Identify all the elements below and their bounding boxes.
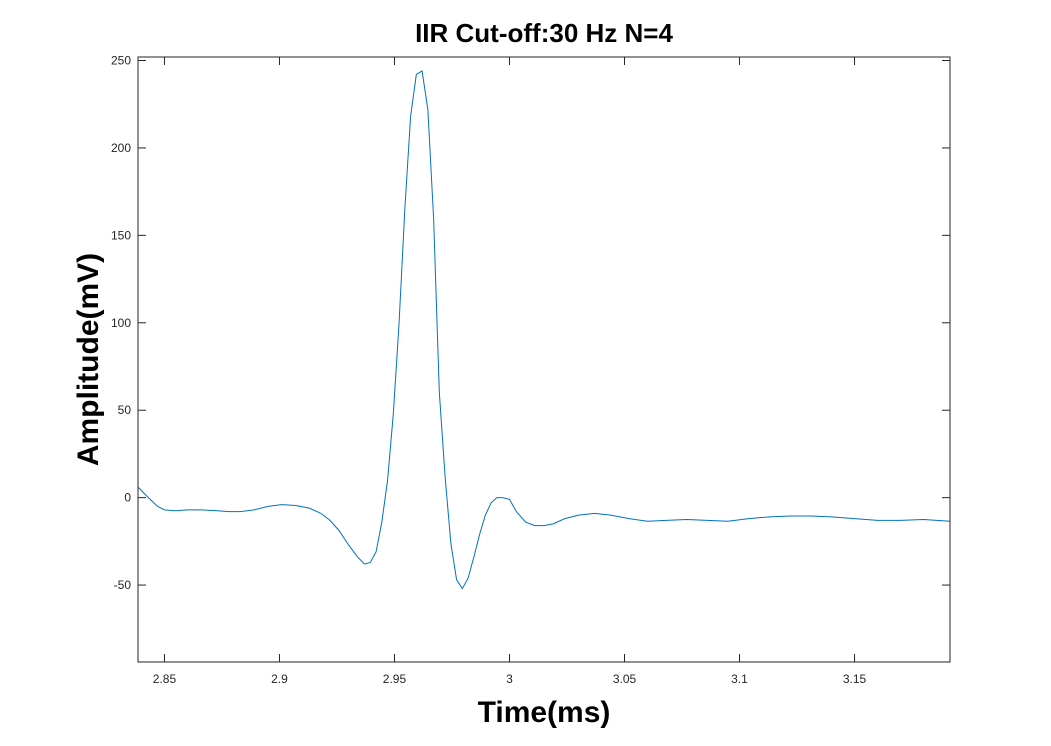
x-tick-label: 3.15 xyxy=(843,672,867,686)
y-axis-label: Amplitude(mV) xyxy=(72,253,105,466)
series-line xyxy=(137,70,951,590)
y-tick-label: 50 xyxy=(118,403,132,417)
x-tick-label: 3.1 xyxy=(731,672,748,686)
y-tick-label: 100 xyxy=(111,316,131,330)
y-tick-label: 150 xyxy=(111,228,131,242)
x-tick-label: 3.05 xyxy=(613,672,637,686)
tick-labels: 2.85 2.9 2.95 3 3.05 3.1 3.15 -50 0 50 100 150 200 25… xyxy=(111,53,867,686)
plot-area xyxy=(138,57,950,662)
x-tick-label: 2.95 xyxy=(383,672,407,686)
y-tick-label: -50 xyxy=(114,578,132,592)
y-tick-label: 250 xyxy=(111,53,131,67)
axes-box xyxy=(137,56,951,663)
x-tick-label: 3 xyxy=(506,672,513,686)
x-axis-label: Time(ms) xyxy=(478,696,611,729)
x-tick-label: 2.85 xyxy=(153,672,177,686)
y-tick-label: 0 xyxy=(124,491,131,505)
y-tick-label: 200 xyxy=(111,141,131,155)
x-tick-label: 2.9 xyxy=(271,672,288,686)
chart-title: IIR Cut-off:30 Hz N=4 xyxy=(415,18,673,48)
ticks xyxy=(138,57,950,662)
